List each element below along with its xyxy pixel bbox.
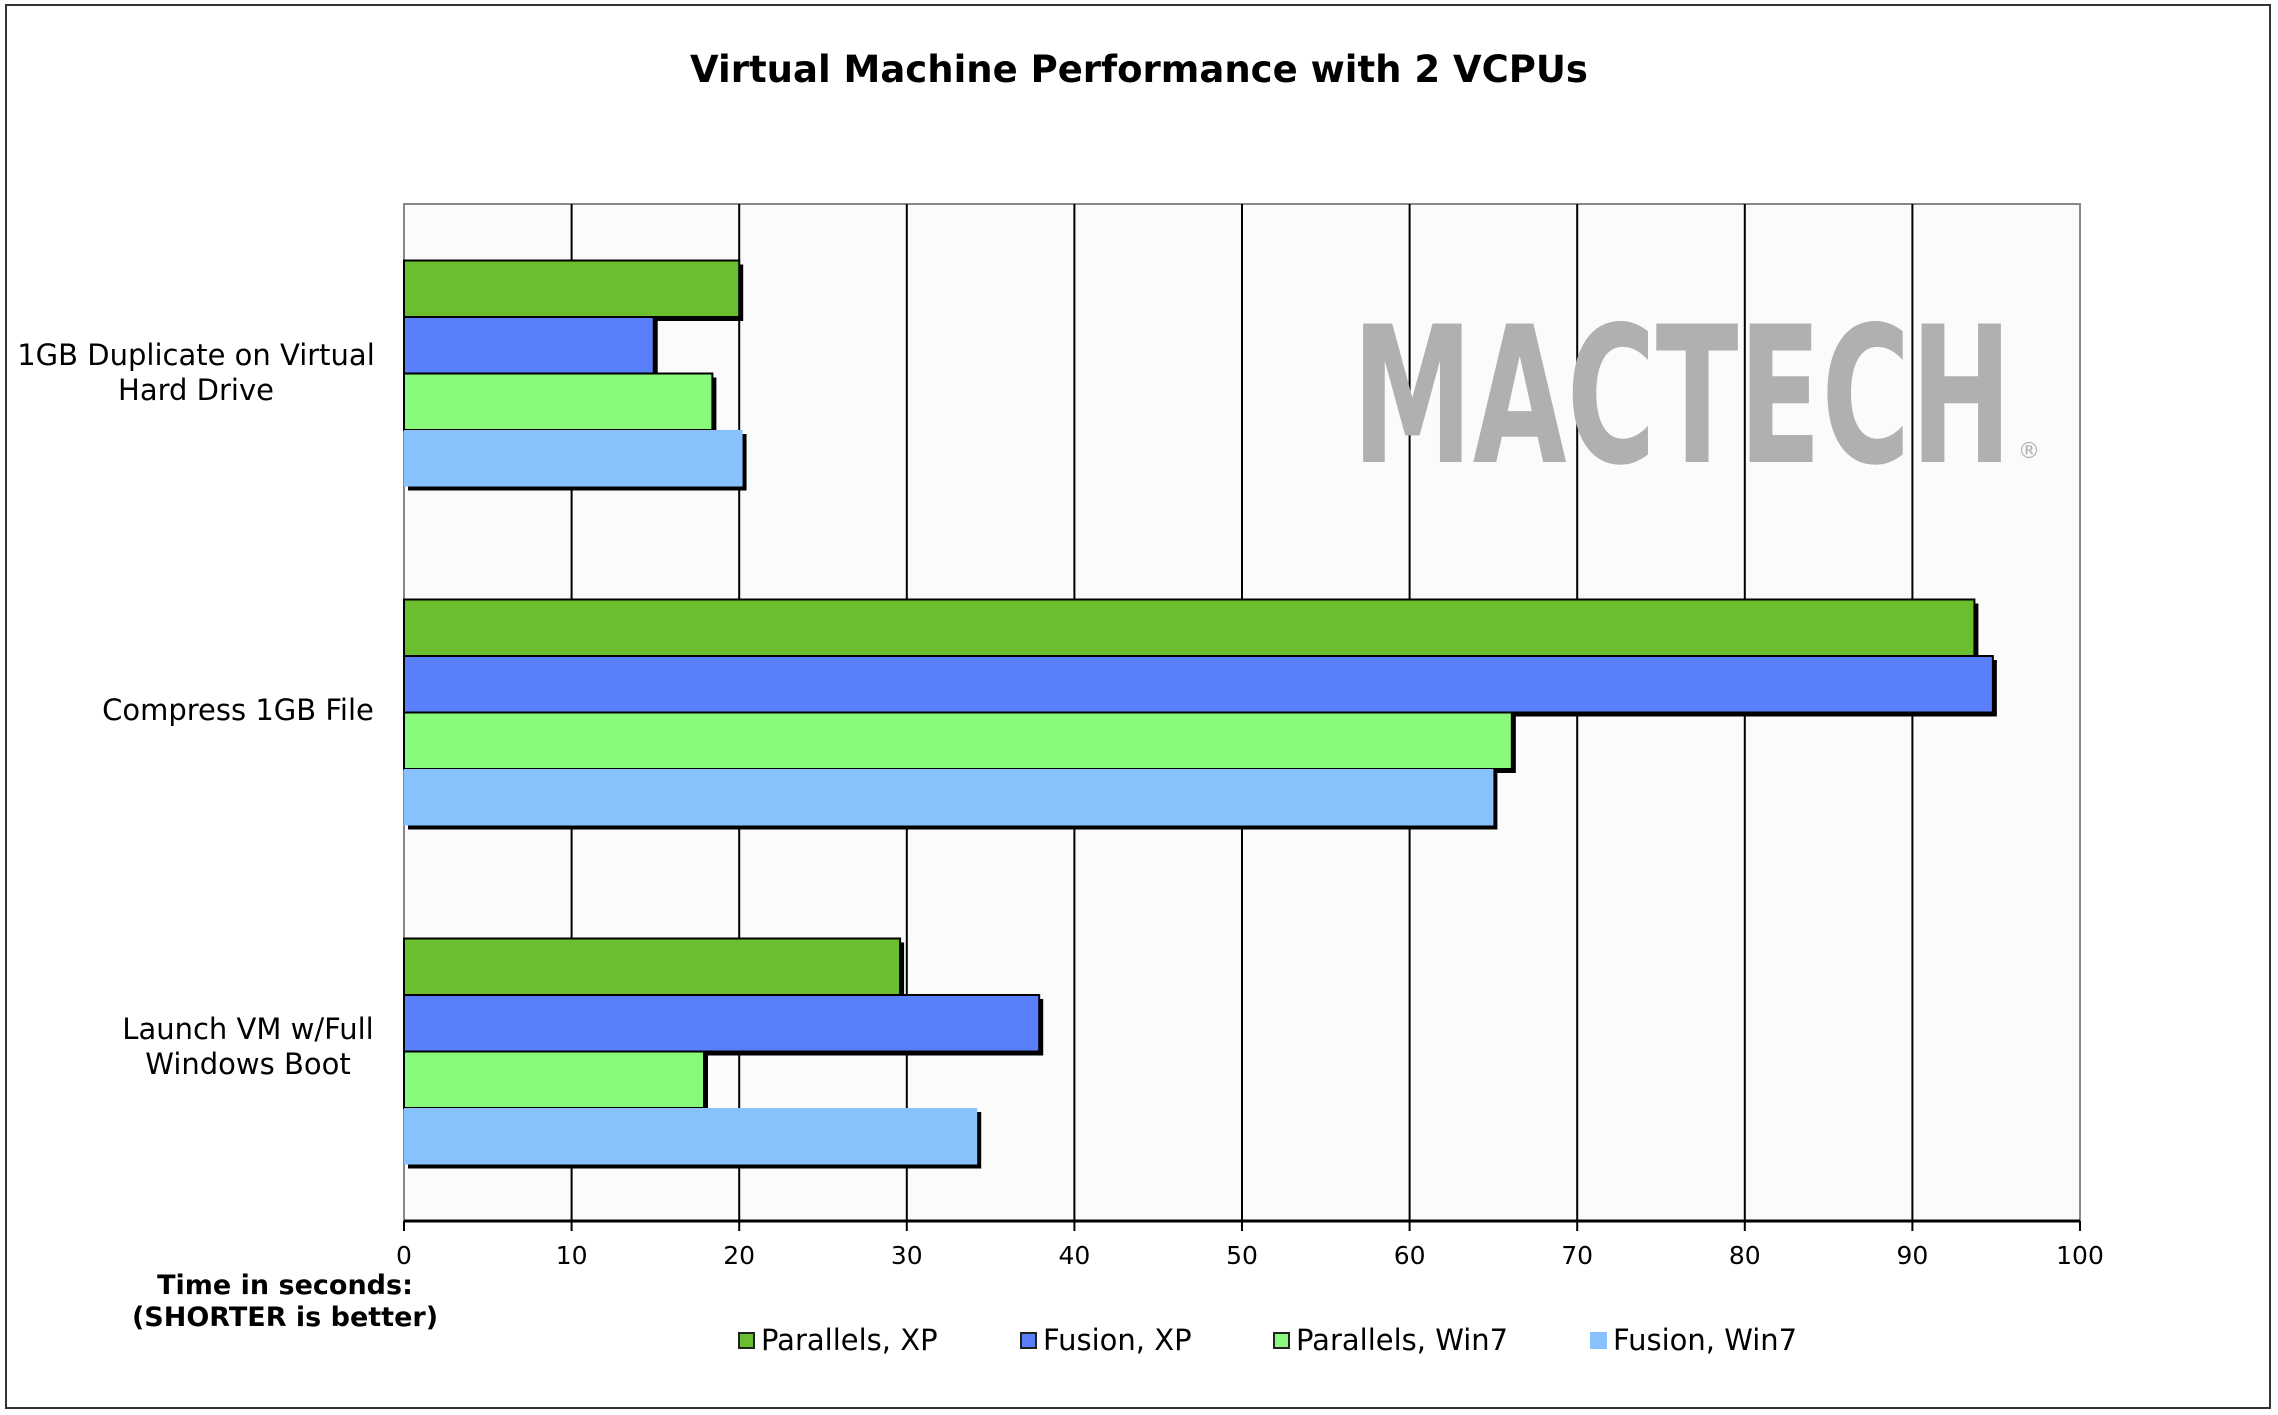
x-tick-label: 30 xyxy=(891,1241,923,1270)
legend-label: Fusion, XP xyxy=(1043,1323,1192,1357)
legend-item-parallels-win7: Parallels, Win7 xyxy=(1273,1320,1508,1360)
category-label-line: 1GB Duplicate on Virtual xyxy=(17,338,375,372)
bar xyxy=(403,937,902,996)
x-tick-label: 100 xyxy=(2056,1241,2104,1270)
category-label-line: Launch VM w/Full xyxy=(122,1012,374,1046)
x-tick-label: 40 xyxy=(1058,1241,1090,1270)
x-tick-label: 50 xyxy=(1226,1241,1258,1270)
category-label: Launch VM w/Full Windows Boot xyxy=(58,1012,438,1082)
bar xyxy=(404,769,1494,826)
bars xyxy=(403,259,1997,1169)
legend-label: Fusion, Win7 xyxy=(1613,1323,1798,1357)
x-tick-label: 90 xyxy=(1896,1241,1928,1270)
x-tick-label: 10 xyxy=(556,1241,588,1270)
bar xyxy=(403,994,1041,1053)
x-tick-label: 0 xyxy=(396,1241,412,1270)
chart-title: Virtual Machine Performance with 2 VCPUs xyxy=(690,48,1588,91)
logo-text: MACTECH xyxy=(1352,286,2012,507)
bar xyxy=(404,1108,978,1165)
legend-item-parallels-xp: Parallels, XP xyxy=(738,1320,938,1360)
category-label-line: Hard Drive xyxy=(118,373,274,407)
bar xyxy=(403,598,1976,657)
x-tick-label: 80 xyxy=(1729,1241,1761,1270)
legend-swatch xyxy=(1590,1331,1607,1349)
x-axis-title-line: Time in seconds: xyxy=(157,1270,413,1301)
x-tick-label: 70 xyxy=(1561,1241,1593,1270)
bar xyxy=(403,655,1994,714)
x-tick-label: 60 xyxy=(1394,1241,1426,1270)
bar xyxy=(403,711,1513,770)
legend-swatch xyxy=(1020,1331,1037,1349)
bar xyxy=(403,372,714,431)
x-axis-title-line: (SHORTER is better) xyxy=(131,1302,439,1333)
legend-label: Parallels, XP xyxy=(761,1323,938,1357)
legend-label: Parallels, Win7 xyxy=(1296,1323,1509,1357)
bar xyxy=(403,1050,706,1109)
bar xyxy=(404,430,743,487)
bar xyxy=(403,316,655,375)
registered-mark: ® xyxy=(2018,439,2040,464)
x-axis: 0 10 20 30 40 50 60 70 80 90 100 xyxy=(396,1219,2104,1270)
x-axis-title: Time in seconds: (SHORTER is better) xyxy=(95,1270,475,1334)
category-label-line: Compress 1GB File xyxy=(102,693,374,727)
category-label: Compress 1GB File xyxy=(48,693,428,728)
legend-item-fusion-xp: Fusion, XP xyxy=(1020,1320,1192,1360)
legend-item-fusion-win7: Fusion, Win7 xyxy=(1590,1320,1797,1360)
bar xyxy=(403,259,741,318)
x-tick-label: 20 xyxy=(723,1241,755,1270)
category-label: 1GB Duplicate on Virtual Hard Drive xyxy=(6,338,386,408)
category-label-line: Windows Boot xyxy=(145,1047,351,1081)
legend-swatch xyxy=(738,1331,755,1349)
legend-swatch xyxy=(1273,1331,1290,1349)
mactech-logo: MACTECH ® xyxy=(1352,286,2040,507)
